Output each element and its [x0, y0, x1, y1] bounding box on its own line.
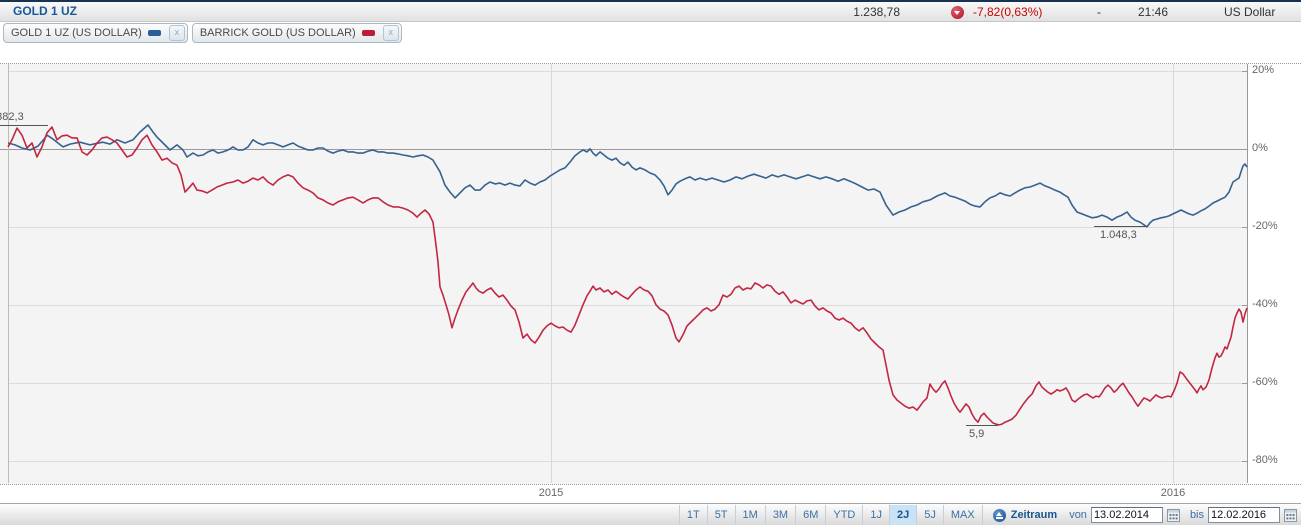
trend-down-icon: [951, 6, 964, 19]
annotation-label-high: 1.382,3: [0, 111, 24, 123]
y-axis-tick-label: -80%: [1252, 454, 1278, 466]
y-axis-tick-label: -20%: [1252, 220, 1278, 232]
range-button-5t[interactable]: 5T: [706, 505, 735, 525]
annotation-label-low: 1.048,3: [1100, 229, 1137, 241]
x-axis-tick-label: 2015: [538, 487, 564, 499]
h-gridline: [8, 305, 1247, 306]
chip-label: GOLD 1 UZ (US DOLLAR): [11, 27, 142, 39]
range-button-1t[interactable]: 1T: [678, 505, 707, 525]
zeitraum-label: Zeitraum: [1010, 509, 1058, 521]
h-gridline: [8, 461, 1247, 462]
calendar-icon-to[interactable]: [1284, 508, 1297, 522]
spread-dash: -: [1097, 5, 1101, 19]
v-gridline: [551, 64, 552, 483]
h-gridline: [8, 71, 1247, 72]
von-label: von: [1069, 509, 1087, 521]
v-gridline: [1173, 64, 1174, 483]
range-button-3m[interactable]: 3M: [764, 505, 795, 525]
range-button-1m[interactable]: 1M: [734, 505, 765, 525]
range-button-ytd[interactable]: YTD: [825, 505, 862, 525]
bis-label: bis: [1189, 509, 1204, 521]
to-date-input[interactable]: [1208, 507, 1280, 523]
instrument-title: GOLD 1 UZ: [13, 4, 78, 18]
from-date-input[interactable]: [1090, 507, 1163, 523]
range-button-2j[interactable]: 2J: [889, 505, 917, 525]
range-button-1j[interactable]: 1J: [862, 505, 889, 525]
plot-frame: [0, 63, 1301, 485]
h-gridline: [8, 383, 1247, 384]
annotation-label-low: 5,9: [969, 428, 985, 440]
x-axis-tick-label: 2016: [1160, 487, 1186, 499]
chip-close-icon[interactable]: x: [382, 25, 399, 41]
quote-time: 21:46: [1138, 5, 1169, 19]
range-buttons: 1T 5T 1M 3M 6M YTD 1J 2J 5J MAX: [678, 505, 983, 525]
chip-close-icon[interactable]: x: [168, 25, 185, 41]
series-color-swatch: [361, 30, 375, 36]
price-change: -7,82(0,63%): [973, 5, 1043, 19]
zeitraum-clock-icon: [992, 508, 1006, 522]
quote-bar: GOLD 1 UZ 1.238,78 -7,82(0,63%) - 21:46 …: [0, 0, 1301, 22]
compare-chips: GOLD 1 UZ (US DOLLAR) x BARRICK GOLD (US D…: [3, 23, 406, 45]
y-axis-tick-label: -40%: [1252, 298, 1278, 310]
range-button-max[interactable]: MAX: [942, 505, 983, 525]
zero-gridline: [0, 149, 1247, 150]
last-price: 1.238,78: [853, 5, 900, 19]
quote-currency: US Dollar: [1224, 5, 1276, 19]
compare-chip-1[interactable]: BARRICK GOLD (US DOLLAR) x: [191, 23, 402, 43]
y-axis-tick: [1242, 71, 1247, 72]
chip-label: BARRICK GOLD (US DOLLAR): [199, 27, 356, 39]
h-gridline: [8, 227, 1247, 228]
series-color-swatch: [147, 30, 161, 36]
y-axis-tick-label: 20%: [1252, 64, 1275, 76]
y-axis-tick-label: -60%: [1252, 376, 1278, 388]
compare-chip-0[interactable]: GOLD 1 UZ (US DOLLAR) x: [3, 23, 188, 43]
y-axis-left-line: [8, 64, 9, 483]
range-button-6m[interactable]: 6M: [795, 505, 825, 525]
y-axis-tick-label: 0%: [1252, 142, 1268, 154]
y-axis-right-line: [1247, 64, 1248, 483]
range-button-5j[interactable]: 5J: [916, 505, 943, 525]
calendar-icon-from[interactable]: [1166, 508, 1180, 522]
y-axis-tick: [1242, 461, 1247, 462]
